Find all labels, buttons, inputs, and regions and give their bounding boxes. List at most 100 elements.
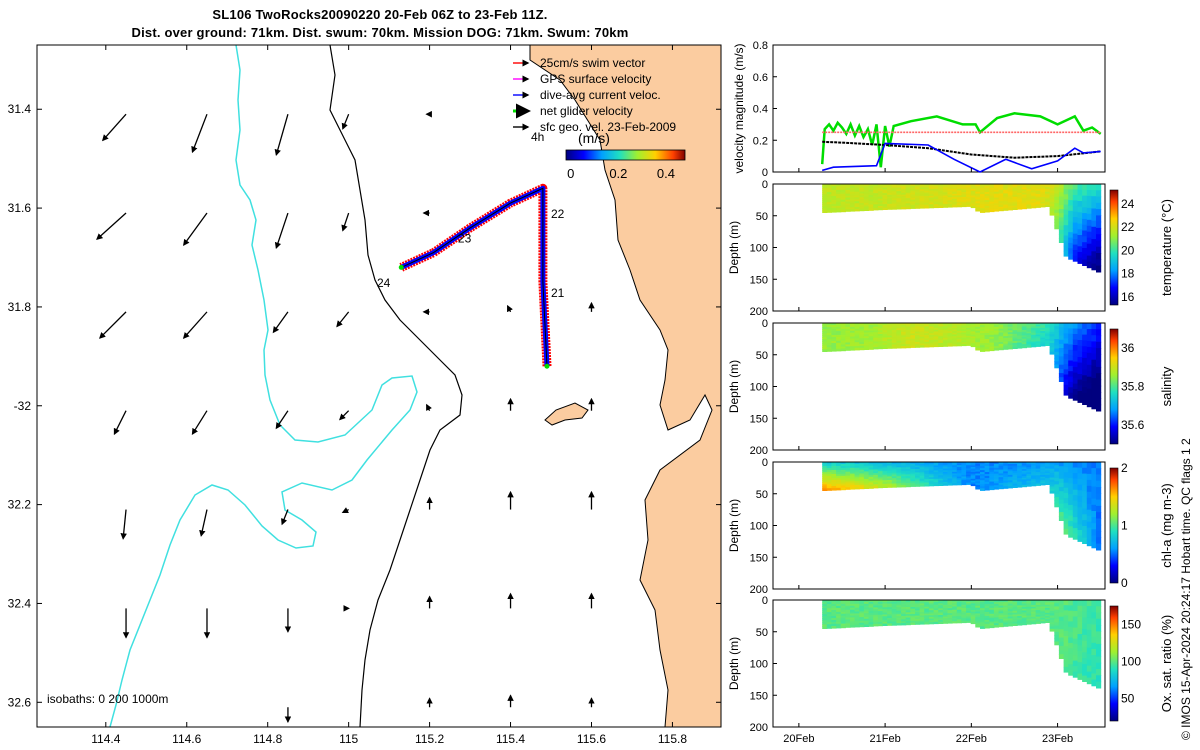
colorbar-tick-label: 35.8 [1121,380,1145,394]
heatmap-cell [966,339,972,342]
heatmap-cell [901,472,907,475]
heatmap-cell [1017,614,1023,617]
heatmap-cell [1045,337,1051,340]
heatmap-cell [877,343,884,346]
heatmap-cell [1091,480,1097,488]
heatmap-cell [919,470,925,473]
heatmap-cell [1049,479,1055,483]
heatmap-cell [1049,204,1055,207]
heatmap-cell [850,338,856,341]
variable-colorbar [1109,189,1119,306]
heatmap-cell [952,329,958,332]
heatmap-cell [952,470,958,473]
heatmap-cell [942,332,949,336]
colorbar-tick-label: 0 [567,166,574,181]
heatmap-cell [933,202,939,205]
heatmap-cell [966,192,972,195]
heatmap-cell [887,463,893,467]
heatmap-cell [970,324,976,327]
heatmap-cell [831,488,837,491]
heatmap-cell [1007,323,1013,326]
heatmap-cell [952,193,958,196]
heatmap-cell [873,330,879,333]
heatmap-cell [1045,203,1051,206]
heatmap-cell [1054,342,1060,346]
heatmap-cell [1026,606,1032,610]
heatmap-cell [942,187,949,190]
heatmap-cell [1007,208,1013,211]
heatmap-cell [924,620,930,623]
heatmap-cell [826,190,832,193]
heatmap-cell [854,473,860,476]
heatmap-cell [868,613,874,616]
heatmap-cell [1049,345,1055,348]
heatmap-cell [1058,209,1065,214]
heatmap-cell [891,326,897,329]
heatmap-cell [868,337,874,341]
heatmap-cell [952,471,958,474]
heatmap-cell [942,334,949,337]
heatmap-cell [868,484,874,487]
heatmap-cell [831,468,837,471]
heatmap-cell [910,475,916,479]
colorbar-tick-label: 18 [1121,267,1135,281]
heatmap-cell [1021,199,1027,203]
heatmap-cell [836,332,842,336]
heatmap-cell [836,201,842,205]
heatmap-cell [891,616,897,619]
heatmap-cell [1040,324,1046,327]
heatmap-cell [868,482,874,485]
heatmap-cell [905,481,911,484]
heatmap-cell [1035,184,1041,187]
heatmap-cell [924,477,930,480]
heatmap-cell [1031,477,1037,480]
heatmap-cell [1096,184,1102,191]
heatmap-cell [822,604,828,607]
heatmap-cell [891,469,897,472]
heatmap-cell [1091,498,1097,506]
heatmap-cell [970,463,976,466]
heatmap-cell [966,466,972,469]
heatmap-cell [859,323,865,326]
heatmap-cell [966,463,972,466]
heatmap-cell [942,202,949,205]
heatmap-cell [910,192,916,195]
heatmap-cell [980,345,986,348]
heatmap-cell [826,626,832,629]
heatmap-cell [850,600,856,603]
heatmap-cell [980,472,986,475]
heatmap-cell [1068,494,1074,501]
heatmap-cell [1040,478,1046,481]
heatmap-cell [1031,187,1037,190]
heatmap-cell [919,341,925,345]
heatmap-cell [1054,481,1060,485]
heatmap-cell [854,600,860,603]
heatmap-cell [891,330,897,333]
heatmap-cell [896,205,902,208]
heatmap-cell [984,202,990,205]
heatmap-cell [836,473,842,477]
heatmap-cell [845,330,851,334]
heatmap-cell [980,626,986,629]
heatmap-cell [1040,617,1046,621]
heatmap-cell [891,200,897,203]
heatmap-cell [975,483,981,486]
heatmap-cell [859,465,865,469]
heatmap-cell [1031,470,1037,473]
heatmap-cell [868,189,874,193]
heatmap-cell [854,189,860,193]
heatmap-cell [1003,185,1009,189]
heatmap-cell [928,477,935,480]
heatmap-cell [1072,378,1078,385]
heatmap-cell [1058,323,1065,328]
heatmap-cell [873,603,879,607]
heatmap-cell [933,187,939,190]
heatmap-cell [998,199,1004,202]
heatmap-cell [1068,600,1074,606]
heatmap-cell [970,336,976,339]
heatmap-cell [938,483,944,486]
heatmap-cell [1031,202,1037,205]
heatmap-cell [822,333,828,336]
heatmap-cell [1003,197,1009,200]
heatmap-cell [1058,512,1065,517]
